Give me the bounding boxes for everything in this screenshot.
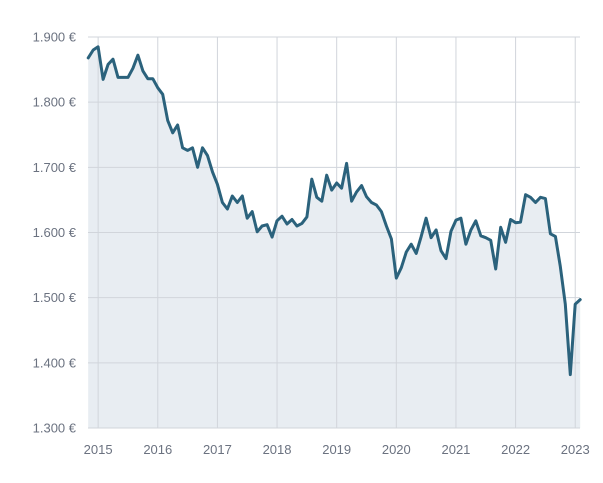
x-tick-label: 2021 [441, 442, 470, 457]
x-tick-label: 2020 [382, 442, 411, 457]
y-tick-label: 1.700 € [33, 160, 77, 175]
y-tick-label: 1.600 € [33, 225, 77, 240]
price-area-fill [88, 46, 581, 429]
y-axis-tick-labels: 1.300 € 1.400 € 1.500 € 1.600 € 1.700 € 1.800… [33, 30, 77, 436]
y-tick-label: 1.500 € [33, 290, 77, 305]
x-tick-label: 2019 [322, 442, 351, 457]
y-tick-label: 1.300 € [33, 421, 77, 436]
y-tick-label: 1.800 € [33, 95, 77, 110]
y-gridlines [88, 36, 580, 429]
y-tick-label: 1.400 € [33, 355, 77, 370]
x-tick-label: 2018 [263, 442, 292, 457]
x-gridlines [97, 37, 576, 428]
price-series-line [86, 45, 582, 377]
x-tick-label: 2023 [561, 442, 590, 457]
x-tick-label: 2016 [143, 442, 172, 457]
x-tick-label: 2015 [84, 442, 113, 457]
x-tick-label: 2017 [203, 442, 232, 457]
y-tick-label: 1.900 € [33, 30, 77, 45]
x-tick-label: 2022 [501, 442, 530, 457]
x-axis-tick-labels: 2015 2016 2017 2018 2019 2020 2021 2022 2023 [84, 442, 590, 457]
